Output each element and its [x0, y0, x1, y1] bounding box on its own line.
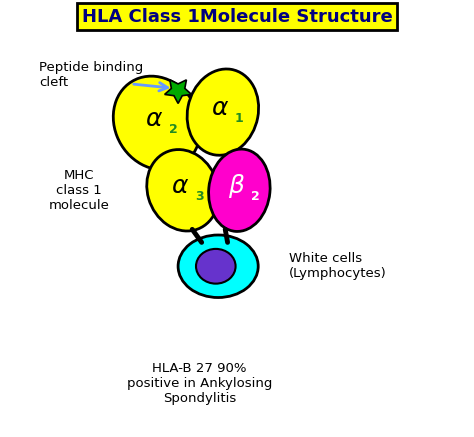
- Ellipse shape: [196, 249, 236, 284]
- Text: $\beta$: $\beta$: [228, 172, 246, 200]
- Ellipse shape: [209, 149, 270, 232]
- Text: Peptide binding
cleft: Peptide binding cleft: [39, 61, 143, 89]
- Text: White cells
(Lymphocytes): White cells (Lymphocytes): [289, 252, 387, 280]
- Text: 3: 3: [195, 190, 204, 203]
- Polygon shape: [164, 80, 191, 104]
- Ellipse shape: [147, 149, 219, 231]
- Ellipse shape: [113, 76, 201, 170]
- Text: MHC
class 1
molecule: MHC class 1 molecule: [49, 169, 109, 212]
- Text: $\alpha$: $\alpha$: [172, 174, 190, 198]
- Ellipse shape: [178, 235, 258, 298]
- Text: $\alpha$: $\alpha$: [211, 96, 229, 120]
- Text: $\alpha$: $\alpha$: [146, 107, 164, 131]
- Text: 1: 1: [235, 112, 244, 125]
- Text: HLA-B 27 90%
positive in Ankylosing
Spondylitis: HLA-B 27 90% positive in Ankylosing Spon…: [127, 362, 272, 405]
- Text: 2: 2: [252, 190, 260, 203]
- Text: HLA Class 1Molecule Structure: HLA Class 1Molecule Structure: [82, 7, 392, 26]
- Ellipse shape: [187, 69, 259, 155]
- Text: 2: 2: [169, 123, 178, 136]
